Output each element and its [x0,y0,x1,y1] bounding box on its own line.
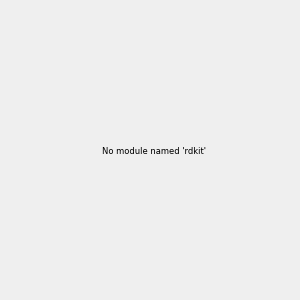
Text: No module named 'rdkit': No module named 'rdkit' [102,147,206,156]
